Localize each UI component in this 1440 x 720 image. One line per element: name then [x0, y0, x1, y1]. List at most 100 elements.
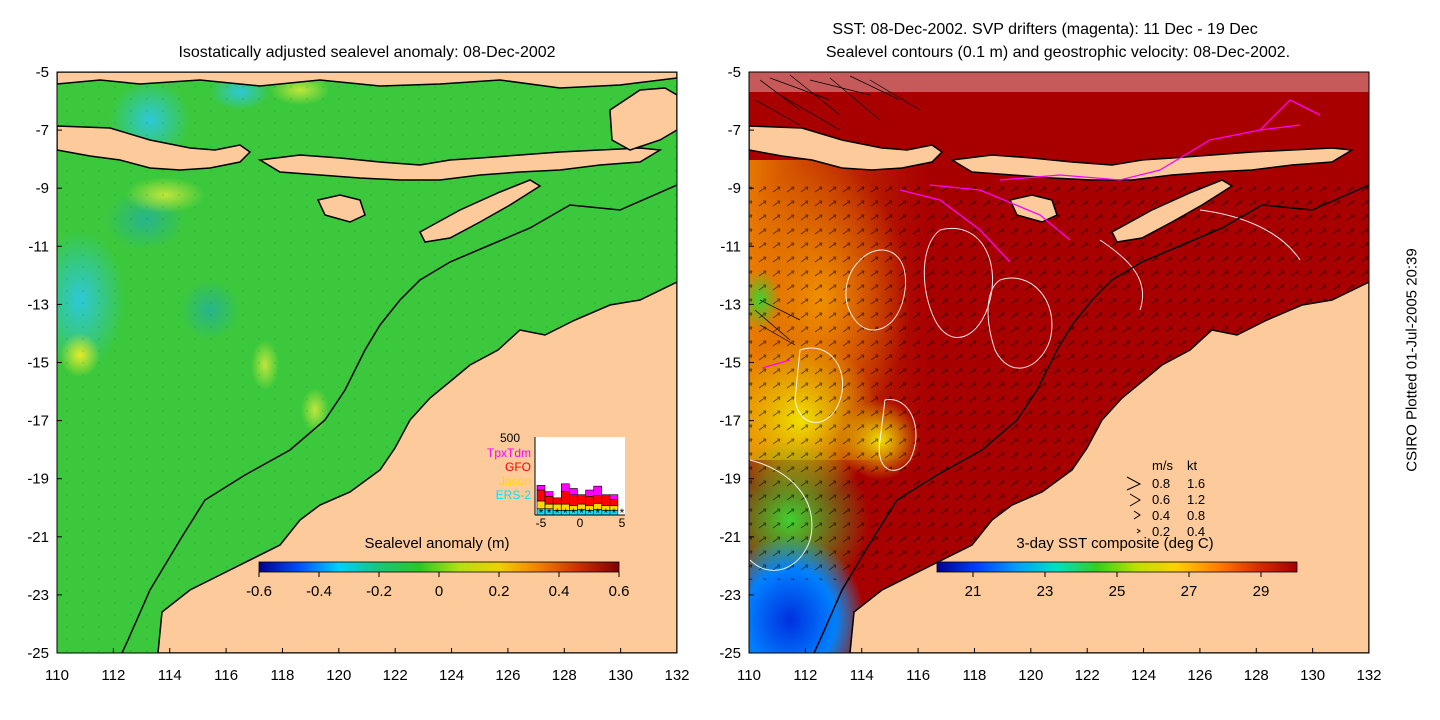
left-lat-label: -25 [27, 645, 49, 662]
right-lat-label: -15 [719, 355, 741, 372]
drifter-track-3 [999, 169, 1161, 181]
legend-header-ms: m/s [1152, 458, 1173, 473]
legend-row1-ms: 0.8 [1152, 476, 1170, 491]
right-lon-label: 132 [1356, 667, 1381, 684]
left-lon-label: 128 [552, 667, 577, 684]
left-colorbar-tick-label: 0 [435, 583, 443, 600]
left-lon-label: 118 [270, 667, 294, 684]
island-lesser-sunda [257, 147, 663, 181]
right-lon-label: 114 [850, 667, 874, 684]
shelf-contour [121, 184, 677, 653]
island-java-sst [749, 125, 944, 171]
left-lon-label: 130 [608, 667, 633, 684]
right-colorbar-tick-label: 27 [1181, 583, 1198, 600]
drifter-track-5 [1259, 99, 1321, 131]
island-borneo-sulawesi [57, 72, 677, 89]
inset-xtick-5: 5 [619, 516, 626, 530]
inset-legend-ers-2: ERS-2 [496, 488, 532, 502]
credit-text: CSIRO Plotted 01-Jul-2005 20:39 [1403, 248, 1421, 472]
inset-day-marker: * [620, 506, 625, 520]
right-lat-label: -11 [720, 238, 741, 255]
left-lat-labels: -5 -7 -9 -11 -13 -15 -17 -19 -21 -23 -25 [27, 64, 62, 662]
inset-xtick-0: 0 [577, 516, 584, 530]
right-lat-label: -13 [719, 296, 741, 313]
velocity-legend: m/s kt 0.8 1.6 0.6 1.2 0.4 0.8 0.2 0.4 [1126, 458, 1205, 539]
inset-day-marker: * [595, 506, 600, 520]
inset-day-marker: * [587, 506, 592, 520]
inset-day-marker: * [571, 506, 576, 520]
legend-row3-ms: 0.4 [1152, 508, 1170, 523]
left-colorbar-tick-label: -0.6 [246, 583, 272, 600]
australia-landmass [157, 281, 677, 653]
right-lon-label: 120 [1018, 667, 1043, 684]
inset-bar-gfo [585, 495, 594, 506]
legend-arrows [1126, 476, 1142, 534]
inset-day-marker: * [563, 506, 568, 520]
legend-header-kt: kt [1187, 458, 1198, 473]
right-lat-label: -5 [728, 64, 741, 81]
right-colorbar-tick-label: 21 [965, 583, 982, 600]
left-lat-label: -21 [27, 529, 49, 546]
inset-bar-tpx [569, 488, 578, 496]
island-sumba [316, 194, 366, 223]
inset-bar-gfo [560, 491, 570, 505]
left-lat-label: -5 [36, 64, 49, 81]
sst-map [749, 72, 1369, 653]
right-lat-labels: -5 -7 -9 -11 -13 -15 -17 -19 -21 -23 -25 [719, 64, 754, 662]
right-colorbar-label: 3-day SST composite (deg C) [1016, 535, 1213, 552]
legend-row3-kt: 0.8 [1187, 508, 1205, 523]
legend-row1-kt: 1.6 [1187, 476, 1205, 491]
inset-bar-gfo [569, 494, 578, 506]
drifter-track-6 [761, 359, 791, 369]
inset-legend-tpxtdm: TpxTdm [487, 446, 531, 460]
drifter-track-1 [899, 189, 1011, 263]
left-colorbar-tick-label: 0.4 [549, 583, 570, 600]
sealevel-contours [749, 209, 1301, 571]
drifter-track-4 [1159, 124, 1301, 171]
left-colorbar-tick-label: -0.4 [306, 583, 332, 600]
island-banda [609, 87, 677, 151]
right-lat-label: -7 [728, 122, 741, 139]
inset-day-marker: * [579, 506, 584, 520]
legend-row4-ms: 0.2 [1152, 524, 1170, 539]
right-colorbar-tick-label: 25 [1109, 583, 1126, 600]
right-panel-title-line2: Sealevel contours (0.1 m) and geostrophi… [826, 44, 1290, 61]
left-lat-label: -13 [27, 296, 49, 313]
credit-box: CSIRO Plotted 01-Jul-2005 20:39 [1392, 0, 1432, 720]
inset-ymax-label: 500 [500, 431, 520, 445]
inset-day-marker: * [612, 506, 617, 520]
left-lat-label: -17 [27, 413, 49, 430]
right-lat-label: -19 [719, 471, 741, 488]
shelf-contour-sst [813, 184, 1369, 653]
right-lat-label: -9 [728, 180, 741, 197]
inset-bar-tpx [593, 485, 603, 496]
australia-landmass-sst [849, 281, 1369, 653]
inset-bar-tpx [544, 491, 554, 497]
left-lon-label: 122 [383, 667, 408, 684]
left-colorbar-ticks: -0.6 -0.4 -0.2 0 0.2 0.4 0.6 [246, 572, 629, 600]
right-lon-label: 122 [1075, 667, 1100, 684]
island-sumba-sst [1008, 194, 1058, 223]
inset-bars: * * * * * * * * * * * [536, 483, 625, 520]
inset-day-marker: * [539, 506, 544, 520]
right-lon-label: 118 [962, 667, 986, 684]
inset-bar-gfo [601, 494, 611, 506]
right-colorbar-ticks: 21 23 25 27 29 [965, 572, 1270, 600]
left-lon-label: 114 [158, 667, 182, 684]
inset-bar-gfo [544, 495, 554, 505]
right-colorbar [936, 561, 1298, 573]
inset-bar-tpx [585, 489, 594, 497]
cloud-strip [749, 72, 1369, 92]
left-lat-label: -23 [27, 587, 49, 604]
island-java [57, 125, 252, 171]
left-lon-labels: 110 112 114 116 118 120 122 124 126 128 130 132 [45, 648, 690, 684]
dense-vectors-north [754, 74, 921, 346]
right-colorbar-tick-label: 29 [1253, 583, 1270, 600]
inset-bar-gfo [609, 499, 619, 506]
left-panel-title: Isostatically adjusted sealevel anomaly:… [178, 44, 555, 61]
right-lat-label: -17 [719, 413, 741, 430]
svp-drifter-tracks [761, 99, 1321, 369]
